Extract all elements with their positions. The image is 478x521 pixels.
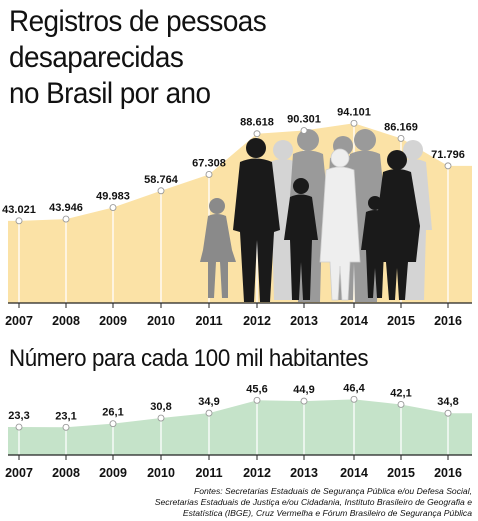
bottom-x-tick-label: 2007 — [5, 466, 33, 480]
top-value-label: 88.618 — [240, 117, 274, 129]
top-data-point — [62, 215, 70, 223]
top-data-point — [15, 217, 23, 225]
bottom-x-tick-label: 2010 — [147, 466, 175, 480]
top-value-label: 67.308 — [192, 157, 226, 169]
top-value-label: 86.169 — [384, 121, 418, 133]
bottom-data-point — [205, 409, 213, 417]
bottom-data-point — [253, 396, 261, 404]
top-value-label: 90.301 — [287, 114, 321, 126]
top-data-point — [350, 119, 358, 127]
rate-per-100k-area-chart: 23,3 23,1 26,1 30,8 34,9 45,6 44,9 46,4 42,1 34,8… — [5, 382, 472, 480]
top-x-tick-label: 2012 — [243, 314, 271, 328]
bottom-data-point — [444, 409, 452, 417]
top-value-label: 43.946 — [49, 202, 83, 214]
bottom-x-tick-label: 2008 — [52, 466, 80, 480]
bottom-value-label: 26,1 — [102, 407, 123, 419]
bottom-value-label: 34,9 — [198, 396, 219, 408]
top-x-tick-label: 2015 — [387, 314, 415, 328]
silhouette-woman-black — [376, 150, 420, 300]
bottom-x-tick-label: 2014 — [340, 466, 368, 480]
top-x-tick-label: 2013 — [290, 314, 318, 328]
source-line-1: Fontes: Secretarias Estaduais de Seguran… — [193, 486, 472, 496]
top-data-point — [157, 187, 165, 195]
top-x-tick-label: 2008 — [52, 314, 80, 328]
top-data-point — [300, 127, 308, 134]
bottom-x-tick-label: 2012 — [243, 466, 271, 480]
source-line-3: Estatística (IBGE), Cruz Vermelha e Fóru… — [182, 508, 472, 518]
bottom-data-point — [397, 401, 405, 408]
bottom-data-points — [15, 395, 452, 431]
bottom-drop-lines — [18, 399, 449, 455]
top-data-point — [397, 134, 405, 142]
bottom-value-label: 30,8 — [150, 401, 171, 413]
top-value-label: 58.764 — [144, 174, 179, 186]
top-value-label: 71.796 — [431, 149, 465, 161]
silhouette-girl — [200, 198, 236, 298]
bottom-x-tick-label: 2015 — [387, 466, 415, 480]
bottom-value-label: 44,9 — [293, 384, 314, 396]
bottom-area-fill — [8, 399, 472, 455]
bottom-value-label: 45,6 — [246, 383, 267, 395]
top-value-label: 43.021 — [2, 204, 36, 216]
bottom-x-tick-labels: 2007 2008 2009 2010 2011 2012 2013 2014 2015 2016 — [5, 455, 462, 480]
bottom-x-tick-label: 2009 — [99, 466, 127, 480]
silhouette-boy — [284, 178, 318, 300]
chart-subtitle: Número para cada 100 mil habitantes — [9, 345, 369, 372]
bottom-value-label: 42,1 — [390, 387, 411, 399]
chart-title-line1: Registros de pessoas desaparecidas — [9, 5, 267, 74]
chart-title-line2: no Brasil por ano — [9, 77, 211, 110]
top-x-tick-labels: 2007 2008 2009 2010 2011 2012 2013 2014 2015 2016 — [5, 303, 462, 328]
bottom-x-tick-label: 2016 — [434, 466, 462, 480]
top-value-labels: 43.021 43.946 49.983 58.764 67.308 88.618 90.3… — [2, 106, 465, 216]
top-x-tick-label: 2011 — [195, 314, 222, 328]
bottom-data-point — [157, 414, 165, 422]
source-line-2: Secretarias Estaduais de Justiça e/ou Ci… — [154, 497, 472, 507]
top-value-label: 49.983 — [96, 191, 130, 203]
top-data-point — [109, 204, 117, 211]
source-note: Fontes: Secretarias Estaduais de Seguran… — [2, 486, 472, 519]
bottom-value-label: 23,1 — [55, 410, 76, 422]
bottom-data-point — [15, 423, 23, 431]
bottom-value-labels: 23,3 23,1 26,1 30,8 34,9 45,6 44,9 46,4 42,1 34,8 — [8, 382, 458, 422]
top-data-point — [205, 170, 213, 178]
top-data-point — [444, 162, 452, 170]
top-data-point — [253, 130, 261, 138]
bottom-value-label: 34,8 — [437, 396, 458, 408]
chart-title: Registros de pessoas desaparecidas no Br… — [9, 4, 442, 112]
bottom-data-point — [62, 423, 70, 431]
top-x-tick-label: 2010 — [147, 314, 175, 328]
bottom-x-tick-label: 2011 — [195, 466, 222, 480]
top-value-label: 94.101 — [337, 106, 371, 118]
bottom-data-point — [350, 395, 358, 403]
silhouette-woman-white — [319, 148, 361, 301]
missing-persons-area-chart: 43.021 43.946 49.983 58.764 67.308 88.618 90.3… — [2, 106, 472, 328]
bottom-data-point — [109, 420, 117, 428]
top-x-tick-label: 2016 — [434, 314, 462, 328]
bottom-x-tick-label: 2013 — [290, 466, 318, 480]
top-x-tick-label: 2014 — [340, 314, 368, 328]
bottom-value-label: 46,4 — [343, 382, 365, 394]
bottom-data-point — [300, 397, 308, 405]
bottom-value-label: 23,3 — [8, 410, 29, 422]
people-silhouettes-illustration — [200, 129, 432, 302]
top-x-tick-label: 2007 — [5, 314, 33, 328]
top-data-points — [15, 119, 452, 225]
top-x-tick-label: 2009 — [99, 314, 127, 328]
silhouette-man — [233, 138, 280, 302]
